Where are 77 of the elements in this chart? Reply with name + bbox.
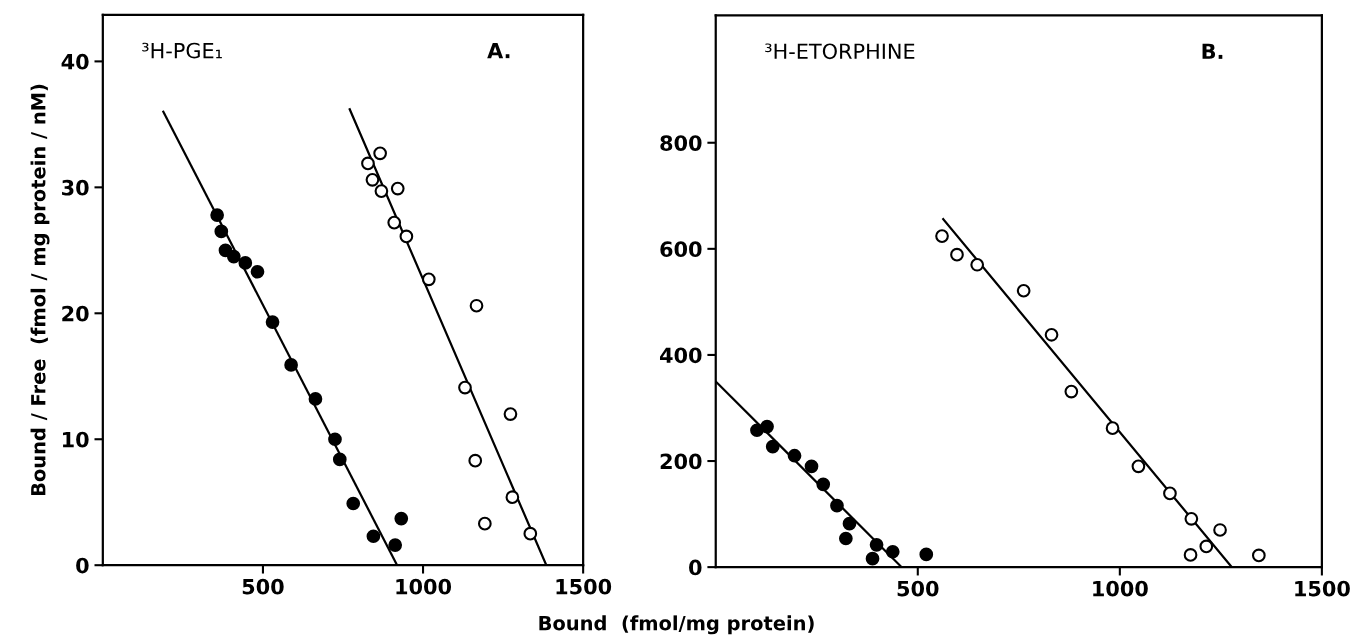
point	[1044, 327, 1059, 342]
point	[760, 419, 774, 434]
point	[839, 531, 853, 546]
y-tick-label: 400	[659, 347, 702, 364]
annotation: ³H-PGE₁	[142, 42, 222, 59]
point	[869, 538, 884, 552]
y-tick-label: 10	[62, 431, 89, 448]
point	[787, 448, 802, 463]
y-tick-label: 30	[62, 179, 89, 196]
x-tick-label: 500	[242, 578, 284, 595]
point	[238, 256, 253, 270]
y-tick-label: 40	[61, 53, 89, 70]
x-tick-label: 500	[897, 580, 939, 597]
point	[830, 498, 844, 513]
point	[477, 516, 492, 531]
point	[503, 407, 518, 421]
y-tick-label: 20	[62, 305, 89, 322]
point	[1131, 459, 1146, 474]
point	[1213, 523, 1227, 537]
y-axis-title: Bound / Free (fmol / mg protein / nM)	[30, 84, 50, 496]
point	[214, 224, 229, 239]
point	[842, 516, 857, 531]
point	[804, 459, 819, 474]
annotation: B.	[1202, 43, 1223, 59]
annotation: ³H-ETORPHINE	[765, 43, 915, 60]
point	[328, 432, 342, 447]
point	[1105, 421, 1120, 435]
point	[458, 380, 472, 395]
point	[210, 208, 224, 222]
point	[390, 181, 405, 196]
point	[250, 264, 265, 279]
point	[388, 538, 403, 552]
x-tick-label: 1500	[556, 578, 612, 595]
point	[332, 452, 347, 467]
point	[1184, 511, 1199, 526]
point	[505, 490, 520, 505]
y-tick-label: 800	[660, 135, 702, 151]
x-tick-label: 1500	[1295, 580, 1350, 597]
point	[1016, 283, 1031, 298]
point	[399, 229, 414, 244]
point	[919, 547, 934, 562]
point	[885, 544, 900, 559]
point	[387, 215, 402, 230]
y-tick-label: 0	[689, 559, 702, 576]
x-tick-label: 1000	[396, 578, 452, 595]
point	[308, 392, 323, 406]
point	[265, 315, 280, 329]
point	[1199, 539, 1214, 554]
point	[816, 477, 831, 492]
point	[468, 453, 483, 468]
point	[226, 249, 241, 264]
point	[366, 529, 381, 544]
point	[1251, 548, 1266, 563]
point	[373, 146, 387, 161]
y-tick-label: 0	[76, 557, 89, 574]
point	[346, 496, 361, 511]
point	[970, 257, 985, 272]
point	[1163, 486, 1177, 501]
point	[361, 156, 375, 171]
point	[765, 439, 780, 454]
point	[394, 511, 409, 526]
point	[469, 298, 484, 313]
y-tick-label: 600	[660, 241, 702, 258]
point	[935, 229, 949, 243]
x-axis-title: Bound (fmol/mg protein)	[539, 615, 814, 635]
y-tick-label: 200	[660, 453, 702, 470]
annotation: A.	[487, 42, 510, 59]
x-tick-label: 1000	[1093, 580, 1148, 597]
point	[865, 551, 880, 566]
point	[374, 184, 389, 198]
point	[365, 172, 380, 187]
point	[421, 272, 436, 287]
point	[1064, 384, 1079, 399]
point	[1183, 548, 1198, 562]
point	[284, 358, 298, 372]
point	[950, 247, 964, 262]
point	[523, 526, 538, 541]
